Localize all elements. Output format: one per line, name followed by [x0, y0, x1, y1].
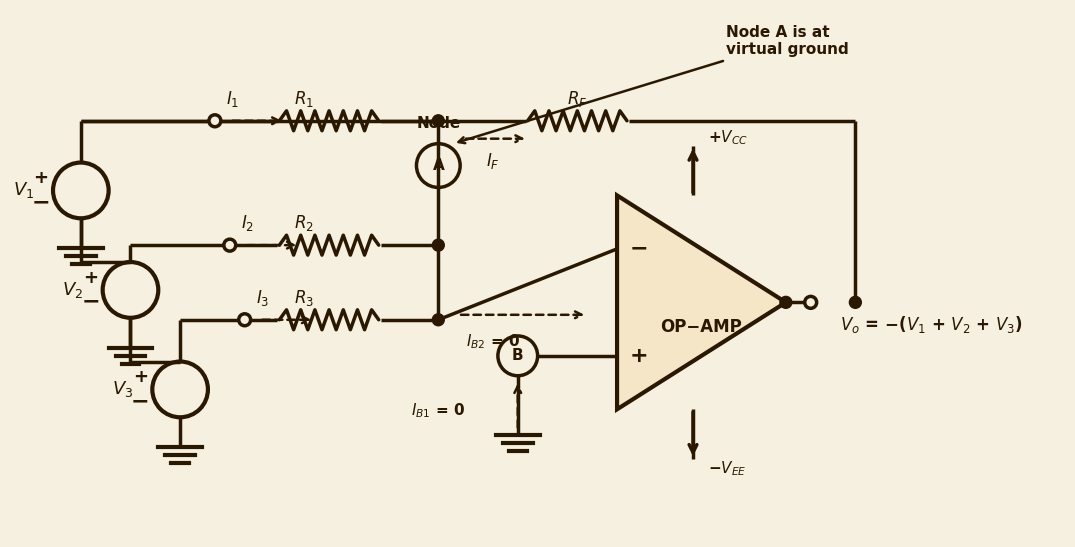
Text: +$V_{CC}$: +$V_{CC}$	[708, 129, 748, 147]
Text: $V_1$: $V_1$	[13, 181, 33, 200]
Text: +: +	[630, 346, 648, 366]
Circle shape	[432, 314, 444, 325]
Text: OP−AMP: OP−AMP	[660, 318, 743, 336]
Text: $V_o$ = −($V_1$ + $V_2$ + $V_3$): $V_o$ = −($V_1$ + $V_2$ + $V_3$)	[841, 314, 1023, 335]
Polygon shape	[617, 195, 786, 409]
Text: +: +	[83, 269, 98, 287]
Text: $I_2$: $I_2$	[241, 213, 254, 233]
Text: $V_3$: $V_3$	[112, 380, 133, 399]
Text: B: B	[512, 348, 524, 363]
Text: −: −	[630, 239, 648, 259]
Text: −: −	[32, 193, 51, 212]
Text: −$V_{EE}$: −$V_{EE}$	[708, 459, 746, 479]
Circle shape	[779, 296, 792, 309]
Text: −: −	[131, 391, 149, 411]
Text: $I_3$: $I_3$	[256, 288, 269, 308]
Circle shape	[805, 296, 817, 309]
Text: +: +	[33, 170, 48, 188]
Text: $I_F$: $I_F$	[486, 150, 500, 171]
Text: $R_F$: $R_F$	[568, 89, 588, 109]
Circle shape	[849, 296, 861, 309]
Circle shape	[209, 115, 220, 127]
Text: $V_2$: $V_2$	[62, 280, 84, 300]
Text: $I_{B2}$ = 0: $I_{B2}$ = 0	[465, 332, 520, 351]
Text: $R_1$: $R_1$	[295, 89, 314, 109]
Text: $I_{B1}$ = 0: $I_{B1}$ = 0	[411, 401, 465, 420]
Circle shape	[432, 239, 444, 251]
Circle shape	[224, 239, 235, 251]
Circle shape	[432, 115, 444, 127]
Text: +: +	[133, 369, 148, 387]
Text: $R_3$: $R_3$	[295, 288, 314, 308]
Circle shape	[239, 314, 250, 325]
Text: Node A is at
virtual ground: Node A is at virtual ground	[459, 25, 849, 143]
Text: A: A	[432, 158, 444, 173]
Text: −: −	[82, 292, 100, 312]
Text: $I_1$: $I_1$	[226, 89, 240, 109]
Text: $R_2$: $R_2$	[295, 213, 314, 233]
Text: Node: Node	[416, 117, 460, 131]
